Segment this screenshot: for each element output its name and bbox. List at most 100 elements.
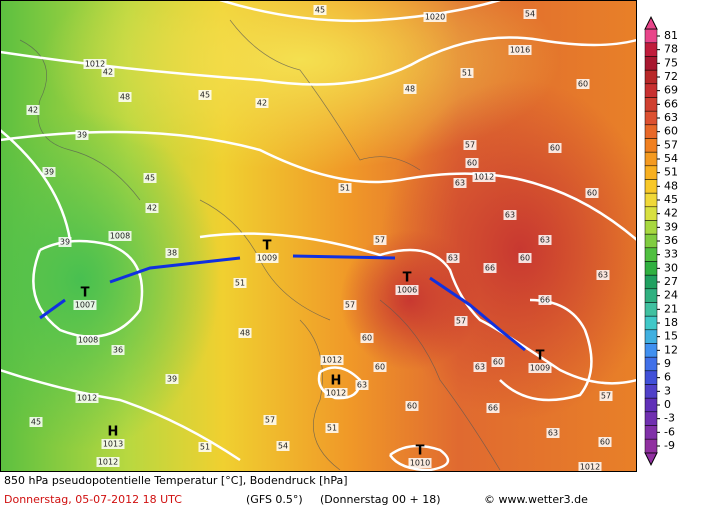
temperature-label-box [255, 98, 269, 108]
temperature-label: 60 [550, 144, 560, 153]
colorbar-cell [644, 56, 658, 71]
map-frame [0, 0, 637, 472]
colorbar-label: 63 [664, 111, 678, 124]
temperature-label: 63 [357, 381, 367, 390]
temperature-label-box [238, 328, 252, 338]
colorbar-cell [644, 384, 658, 399]
temperature-label-box [143, 173, 157, 183]
colorbar-label: 39 [664, 220, 678, 233]
colorbar-label: 75 [664, 56, 678, 69]
temperature-label-box [29, 417, 43, 427]
temperature-label: 63 [598, 271, 608, 280]
colorbar-label: -9 [664, 439, 675, 452]
system-pressure: 1009 [530, 364, 550, 373]
temperature-label: 60 [467, 159, 477, 168]
temperature-label-box [165, 248, 179, 258]
temperature-label-box [145, 203, 159, 213]
isobar-label-box [75, 393, 99, 403]
colorbar-label: 72 [664, 70, 678, 83]
temperature-label-box [325, 423, 339, 433]
isobar-label-box [96, 457, 120, 467]
colorbar-cell [644, 261, 658, 276]
temperature-label-box [585, 188, 599, 198]
colorbar-label: 21 [664, 302, 678, 315]
colorbar-label: 33 [664, 248, 678, 261]
system-pressure-box [101, 439, 125, 449]
colorbar-cell [644, 165, 658, 180]
temperature-label-box [263, 415, 277, 425]
temperature-label: 42 [257, 99, 267, 108]
system-pressure-box [408, 458, 432, 468]
colorbar-cell [644, 343, 658, 358]
temperature-label-box [198, 90, 212, 100]
colorbar-label: 0 [664, 398, 671, 411]
temperature-label: 51 [200, 443, 210, 452]
isobar-label-box [76, 335, 100, 345]
colorbar-cell [644, 83, 658, 98]
temperature-label-box [546, 428, 560, 438]
system-symbol: T [416, 444, 425, 459]
colorbar-cell [644, 274, 658, 290]
temperature-label-box [503, 210, 517, 220]
colorbar-cell [644, 42, 658, 57]
temperature-label-box [548, 143, 562, 153]
temperature-label: 39 [167, 375, 177, 384]
colorbar-label: 9 [664, 357, 671, 370]
system-pressure-box [528, 363, 552, 373]
isobar-label-box [423, 12, 447, 22]
temperature-label: 54 [278, 442, 288, 451]
colorbar-cell [644, 247, 658, 262]
colorbar-label: 60 [664, 125, 678, 138]
colorbar-label: 27 [664, 275, 678, 288]
temperature-label: 63 [455, 179, 465, 188]
temperature-label: 57 [601, 392, 611, 401]
temperature-label: 42 [28, 106, 38, 115]
isobar-label: 1012 [98, 458, 118, 467]
isobar-label-box [472, 172, 496, 182]
colorbar-label: -3 [664, 412, 675, 425]
temperature-label: 39 [60, 238, 70, 247]
temperature-label: 60 [493, 358, 503, 367]
colorbar-label: 12 [664, 343, 678, 356]
temperature-label: 60 [578, 80, 588, 89]
temperature-label-box [343, 300, 357, 310]
temperature-label-box [403, 84, 417, 94]
temperature-label-box [599, 391, 613, 401]
temperature-label: 42 [103, 68, 113, 77]
temperature-label-box [460, 68, 474, 78]
system-pressure: 1012 [326, 389, 346, 398]
temperature-label: 60 [587, 189, 597, 198]
isobar-label: 1012 [77, 394, 97, 403]
colorbar-cell [644, 206, 658, 221]
colorbar-cell [644, 110, 658, 126]
temperature-label: 45 [200, 91, 210, 100]
colorbar-label: 45 [664, 193, 678, 206]
colorbar-cell [644, 356, 658, 372]
temperature-label: 66 [540, 296, 550, 305]
temperature-label: 39 [77, 131, 87, 140]
temperature-label-box [360, 333, 374, 343]
isobar-label: 1016 [510, 46, 530, 55]
system-symbol: H [331, 374, 342, 389]
temperature-label: 60 [600, 438, 610, 447]
temperature-label: 39 [44, 168, 54, 177]
temperature-label: 36 [113, 346, 123, 355]
colorbar-label: 3 [664, 384, 671, 397]
temperature-label-box [576, 79, 590, 89]
colorbar-cell [644, 220, 658, 235]
temperature-label: 48 [405, 85, 415, 94]
temperature-label: 42 [147, 204, 157, 213]
temperature-label: 45 [145, 174, 155, 183]
temperature-label-box [486, 403, 500, 413]
temperature-label: 45 [315, 6, 325, 15]
colorbar-label: 69 [664, 84, 678, 97]
temperature-label: 57 [456, 317, 466, 326]
system-pressure-box [324, 388, 348, 398]
isobar-label: 1012 [85, 60, 105, 69]
colorbar-cell [644, 370, 658, 385]
system-pressure: 1009 [257, 254, 277, 263]
temperature-label: 66 [485, 264, 495, 273]
temperature-label: 60 [375, 363, 385, 372]
temperature-label-box [596, 270, 610, 280]
